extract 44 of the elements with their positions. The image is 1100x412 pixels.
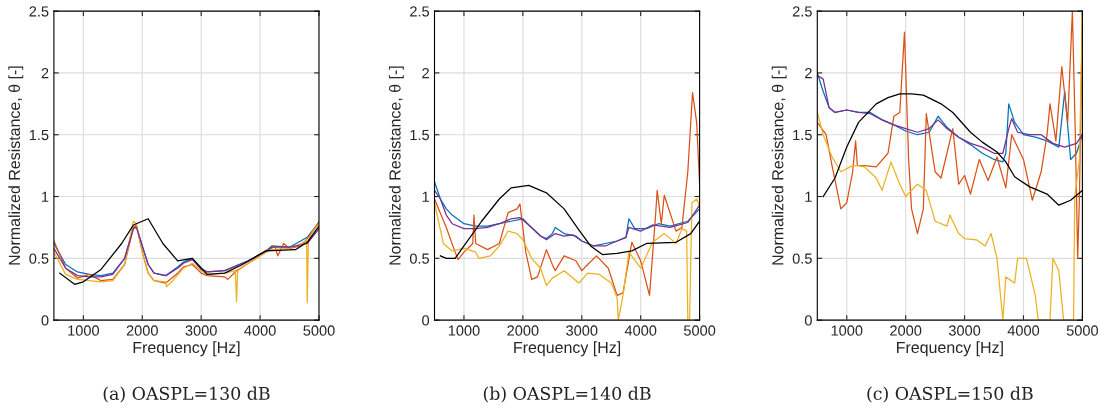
y-tick-label: 2 bbox=[422, 68, 429, 79]
y-tick-label: 1.5 bbox=[410, 129, 430, 141]
text: (a) OASPL=130 dB bbox=[103, 386, 270, 403]
y-tick-label: 0 bbox=[804, 315, 812, 326]
y-tick-label: 1.5 bbox=[793, 129, 812, 141]
x-axis-title: Frequency [Hz] bbox=[897, 341, 1003, 357]
y-tick-label: 2.5 bbox=[792, 6, 812, 17]
x-tick-label: 3000 bbox=[948, 325, 981, 336]
y-axis-title: Normalized Resistance, θ [-] bbox=[8, 66, 24, 265]
y-tick-label: 1 bbox=[805, 191, 812, 202]
x-tick-label: 4000 bbox=[624, 325, 657, 336]
y-tick-label: 2.5 bbox=[410, 6, 430, 17]
x-tick-label: 1000 bbox=[448, 325, 480, 336]
y-tick-label: 2 bbox=[805, 68, 812, 79]
x-tick-label: 1000 bbox=[831, 325, 863, 336]
x-tick-label: 2000 bbox=[126, 325, 158, 336]
text: (b) OASPL=140 dB bbox=[483, 386, 651, 403]
x-axis-title: Frequency [Hz] bbox=[514, 341, 621, 357]
text: (c) OASPL=150 dB bbox=[867, 386, 1033, 403]
x-tick-label: 2000 bbox=[507, 325, 539, 336]
x-tick-label: 3000 bbox=[566, 325, 598, 336]
y-tick-label: 1.5 bbox=[29, 129, 49, 141]
x-tick-label: 1000 bbox=[68, 325, 100, 336]
y-tick-label: 1 bbox=[42, 191, 49, 202]
x-axis-title: Frequency [Hz] bbox=[133, 341, 240, 357]
x-tick-label: 5000 bbox=[1066, 325, 1099, 336]
x-tick-label: 4000 bbox=[244, 325, 276, 336]
y-tick-label: 0.5 bbox=[29, 253, 49, 264]
x-tick-label: 2000 bbox=[890, 325, 922, 336]
y-tick-label: 1 bbox=[422, 191, 429, 202]
x-tick-label: 4000 bbox=[1007, 325, 1040, 336]
x-tick-label: 5000 bbox=[303, 325, 335, 336]
y-tick-label: 0 bbox=[41, 315, 49, 326]
y-tick-label: 0.5 bbox=[792, 253, 812, 264]
x-tick-label: 3000 bbox=[185, 325, 217, 336]
y-axis-title: Normalized Resistance, θ [-] bbox=[771, 66, 787, 265]
line-series bbox=[53, 220, 319, 304]
line-series bbox=[434, 92, 700, 297]
y-tick-label: 0 bbox=[422, 315, 430, 326]
y-tick-label: 2 bbox=[41, 68, 49, 79]
x-tick-label: 5000 bbox=[683, 325, 716, 336]
y-tick-label: 2.5 bbox=[29, 6, 49, 17]
y-axis-title: Normalized Resistance, θ [-] bbox=[388, 66, 404, 265]
y-tick-label: 0.5 bbox=[409, 253, 430, 264]
